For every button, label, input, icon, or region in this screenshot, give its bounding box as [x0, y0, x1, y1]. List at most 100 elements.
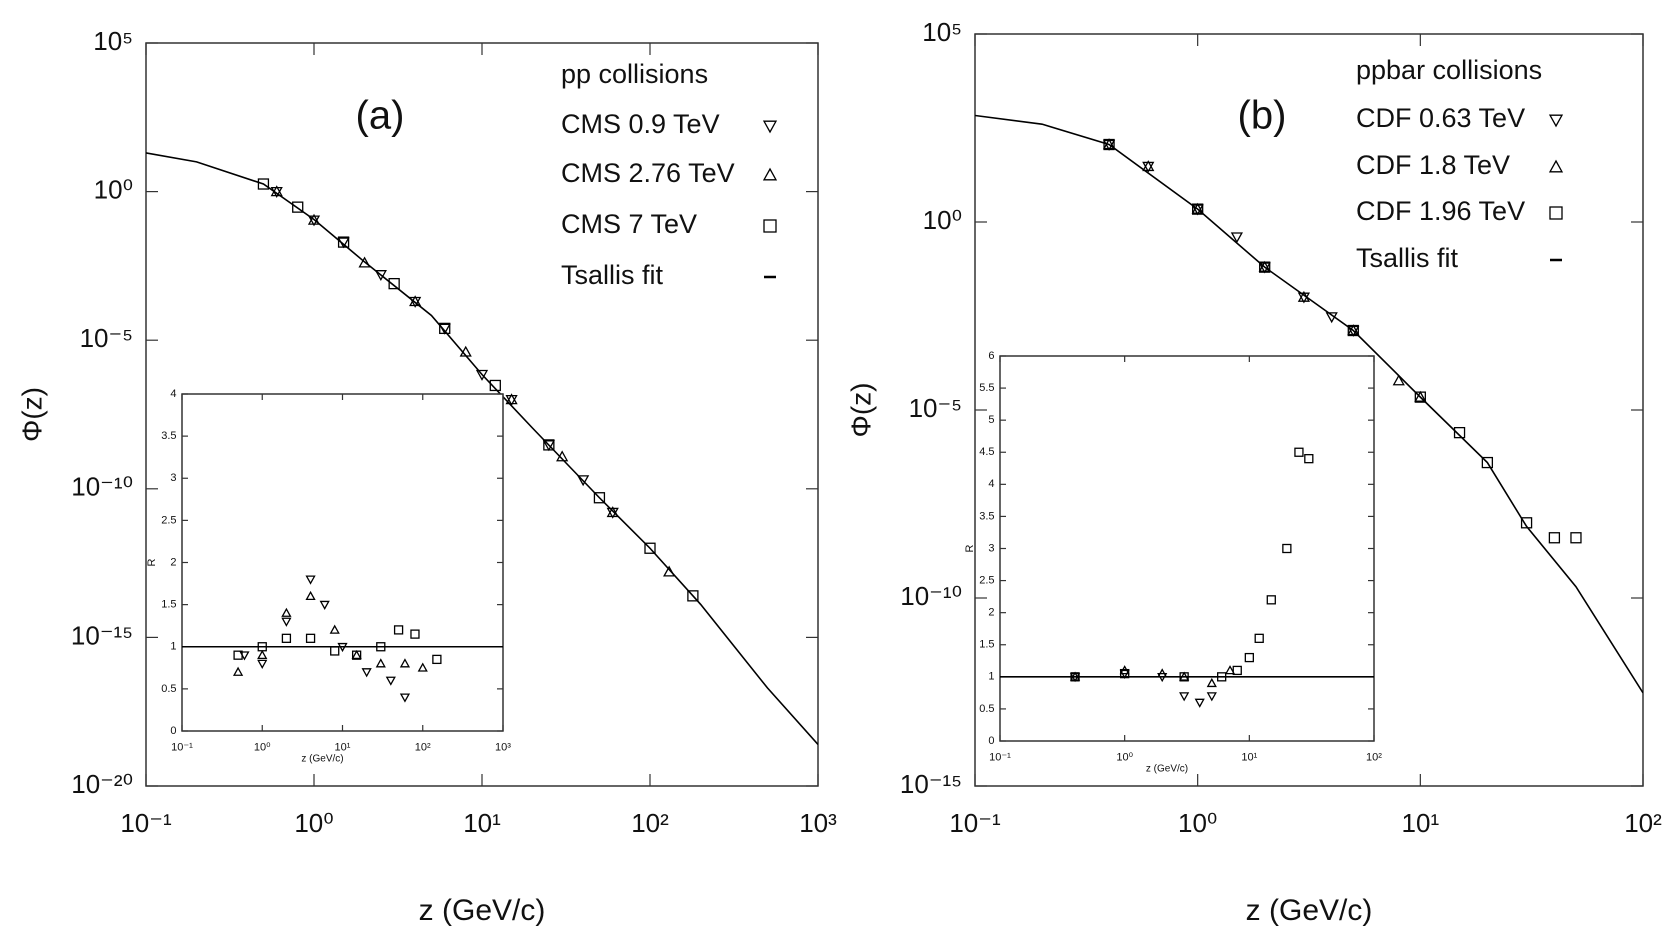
y-tick-label: 1.5 — [161, 599, 176, 611]
marker-triangle-down — [257, 659, 268, 669]
marker-triangle-up — [305, 590, 316, 601]
marker-square — [543, 439, 555, 451]
y-tick-label: 10⁵ — [922, 17, 962, 47]
marker-triangle-up — [358, 256, 371, 268]
x-axis-label: z (GeV/c) — [1146, 764, 1188, 775]
marker-square — [257, 178, 270, 190]
x-axis-label: z (GeV/c) — [1246, 894, 1373, 927]
marker-triangle-up — [307, 213, 321, 225]
marker-square — [687, 590, 699, 602]
y-tick-label: 4 — [170, 388, 176, 400]
marker-triangle-up — [1142, 160, 1155, 172]
marker-square — [1347, 324, 1359, 337]
x-tick-label: 10⁻¹ — [989, 751, 1011, 763]
marker-triangle-up — [606, 506, 619, 518]
marker-triangle-down — [1179, 692, 1190, 702]
x-tick-label: 10⁻¹ — [120, 808, 172, 838]
x-tick-label: 10² — [1624, 808, 1662, 838]
marker-square — [1103, 138, 1115, 151]
y-tick-label: 0 — [170, 725, 176, 737]
marker-square — [388, 277, 400, 290]
marker-square — [1570, 532, 1582, 544]
y-tick-label: 5 — [988, 414, 994, 426]
y-tick-label: 10⁻²⁰ — [71, 769, 133, 799]
fit-line — [975, 114, 1643, 694]
y-tick-label: 10⁻¹⁰ — [71, 472, 133, 502]
x-tick-label: 10⁰ — [1116, 751, 1133, 763]
y-axis-label: R — [146, 558, 158, 566]
marker-triangle-down — [542, 440, 555, 452]
marker-square — [337, 236, 350, 248]
x-tick-label: 10⁰ — [1178, 808, 1217, 838]
marker-triangle-up — [232, 666, 244, 676]
x-tick-label: 10² — [415, 741, 431, 753]
y-tick-label: 10⁻¹⁵ — [900, 769, 962, 799]
legend-label: Tsallis fit — [561, 260, 664, 290]
marker-triangle-down — [762, 120, 778, 134]
marker-square — [281, 633, 292, 643]
marker-square — [1259, 261, 1271, 273]
marker-triangle-down — [1548, 114, 1564, 128]
y-axis-label: Φ(z) — [845, 383, 876, 438]
x-axis-label: z (GeV/c) — [301, 754, 343, 765]
legend-label: Tsallis fit — [1356, 243, 1459, 273]
y-tick-label: 0 — [988, 735, 994, 747]
marker-square — [439, 322, 451, 335]
marker-square — [1481, 456, 1494, 469]
x-tick-label: 10¹ — [463, 808, 501, 838]
legend-label: CMS 2.76 TeV — [561, 158, 735, 188]
x-tick-label: 10¹ — [335, 741, 351, 753]
y-tick-label: 10⁰ — [94, 174, 133, 204]
y-tick-label: 10⁵ — [93, 26, 133, 56]
marker-square — [1520, 517, 1533, 529]
marker-triangle-down — [361, 668, 372, 678]
marker-triangle-up — [1224, 665, 1236, 675]
fit-line — [146, 152, 818, 745]
legend-title: ppbar collisions — [1356, 55, 1542, 85]
legend-label: CMS 0.9 TeV — [561, 109, 720, 139]
marker-triangle-up — [1414, 390, 1427, 402]
y-tick-label: 3 — [988, 542, 994, 554]
marker-triangle-up — [329, 624, 340, 634]
marker-triangle-up — [1548, 159, 1564, 173]
marker-square — [1414, 391, 1426, 403]
marker-square — [393, 625, 404, 635]
y-tick-label: 3.5 — [161, 430, 176, 442]
marker-triangle-up — [1392, 374, 1405, 386]
marker-square — [1232, 665, 1242, 676]
x-tick-label: 10¹ — [1402, 808, 1440, 838]
marker-square — [1548, 532, 1561, 544]
y-tick-label: 1 — [170, 641, 176, 653]
marker-triangle-down — [1230, 232, 1243, 244]
marker-triangle-up — [505, 393, 518, 405]
legend-label: CMS 7 TeV — [561, 209, 697, 239]
legend-label: CDF 1.8 TeV — [1356, 150, 1510, 180]
marker-square — [1244, 652, 1254, 663]
marker-square — [1254, 633, 1264, 643]
marker-triangle-down — [305, 575, 316, 585]
marker-square — [292, 201, 304, 213]
y-tick-label: 10⁻¹⁰ — [900, 581, 962, 611]
y-tick-label: 6 — [988, 350, 994, 362]
marker-square — [1266, 595, 1276, 605]
marker-square — [1453, 426, 1466, 439]
marker-square — [432, 654, 442, 665]
y-tick-label: 10⁻⁵ — [909, 393, 962, 423]
x-tick-label: 10⁰ — [254, 741, 271, 753]
y-tick-label: 0.5 — [161, 683, 176, 695]
y-axis-label: R — [964, 544, 976, 552]
marker-triangle-up — [351, 649, 362, 660]
marker-square — [1294, 447, 1304, 457]
y-tick-label: 10⁻⁵ — [80, 323, 133, 353]
legend-label: CDF 1.96 TeV — [1356, 196, 1525, 226]
marker-triangle-down — [475, 369, 489, 381]
marker-square — [593, 492, 606, 504]
marker-square — [410, 629, 420, 639]
marker-triangle-up — [417, 662, 428, 672]
x-tick-label: 10⁰ — [294, 808, 333, 838]
y-tick-label: 2.5 — [979, 574, 994, 586]
marker-triangle-up — [1347, 324, 1360, 336]
marker-triangle-down — [1206, 692, 1217, 702]
marker-square — [351, 650, 362, 660]
